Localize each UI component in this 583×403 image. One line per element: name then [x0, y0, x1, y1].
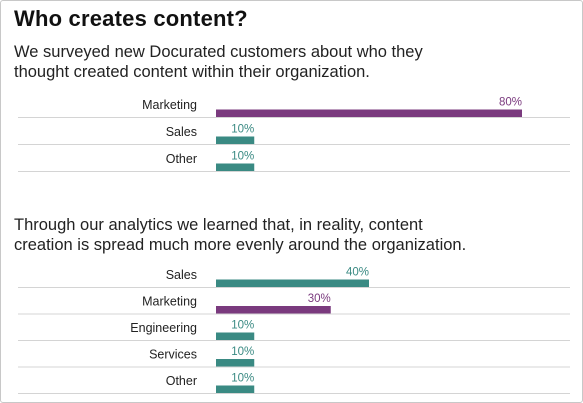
analytics-value-label: 40% [346, 267, 369, 279]
analytics-value-label: 10% [231, 373, 254, 385]
survey-category-label: Sales [166, 125, 197, 139]
analytics-category-label: Services [149, 348, 197, 362]
analytics-category-label: Other [166, 374, 197, 388]
analytics-value-label: 10% [231, 346, 254, 358]
analytics-bar-chart: Sales 40% Marketing 30% Engineering 10% Servic… [18, 267, 570, 394]
analytics-category-label: Engineering [130, 321, 197, 335]
analytics-bar [216, 279, 369, 287]
analytics-intro: Through our analytics we learned that, i… [14, 215, 574, 255]
survey-bar-chart: Marketing 80% Sales 10% Other 10% [18, 97, 570, 172]
survey-bar [216, 136, 255, 144]
analytics-value-label: 30% [308, 293, 331, 305]
survey-intro-line-1: We surveyed new Docurated customers abou… [14, 43, 423, 61]
analytics-intro-line-2: creation is spread much more evenly arou… [14, 236, 467, 254]
survey-category-label: Other [166, 152, 197, 166]
analytics-value-label: 10% [231, 320, 254, 332]
analytics-intro-line-1: Through our analytics we learned that, i… [14, 216, 423, 234]
survey-intro-line-2: thought created content within their org… [14, 63, 370, 81]
survey-bar [216, 109, 522, 117]
analytics-bar [216, 306, 331, 314]
survey-bar [216, 163, 255, 171]
analytics-bar [216, 359, 255, 367]
page-title: Who creates content? [14, 6, 248, 31]
analytics-bar [216, 385, 255, 393]
analytics-category-label: Marketing [142, 295, 197, 309]
analytics-category-label: Sales [166, 268, 197, 282]
survey-value-label: 10% [231, 151, 254, 163]
analytics-bar [216, 332, 255, 340]
survey-intro: We surveyed new Docurated customers abou… [14, 42, 574, 82]
survey-value-label: 10% [231, 124, 254, 136]
survey-value-label: 80% [499, 97, 522, 109]
survey-category-label: Marketing [142, 98, 197, 112]
